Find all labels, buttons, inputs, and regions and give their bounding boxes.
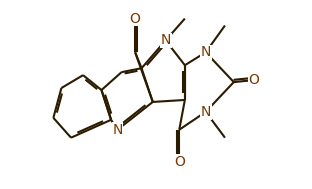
- Text: N: N: [112, 123, 123, 137]
- Text: N: N: [201, 105, 211, 119]
- Text: N: N: [160, 33, 171, 47]
- Text: N: N: [201, 45, 211, 59]
- Text: O: O: [248, 73, 259, 87]
- Text: O: O: [130, 12, 141, 26]
- Text: O: O: [174, 154, 185, 169]
